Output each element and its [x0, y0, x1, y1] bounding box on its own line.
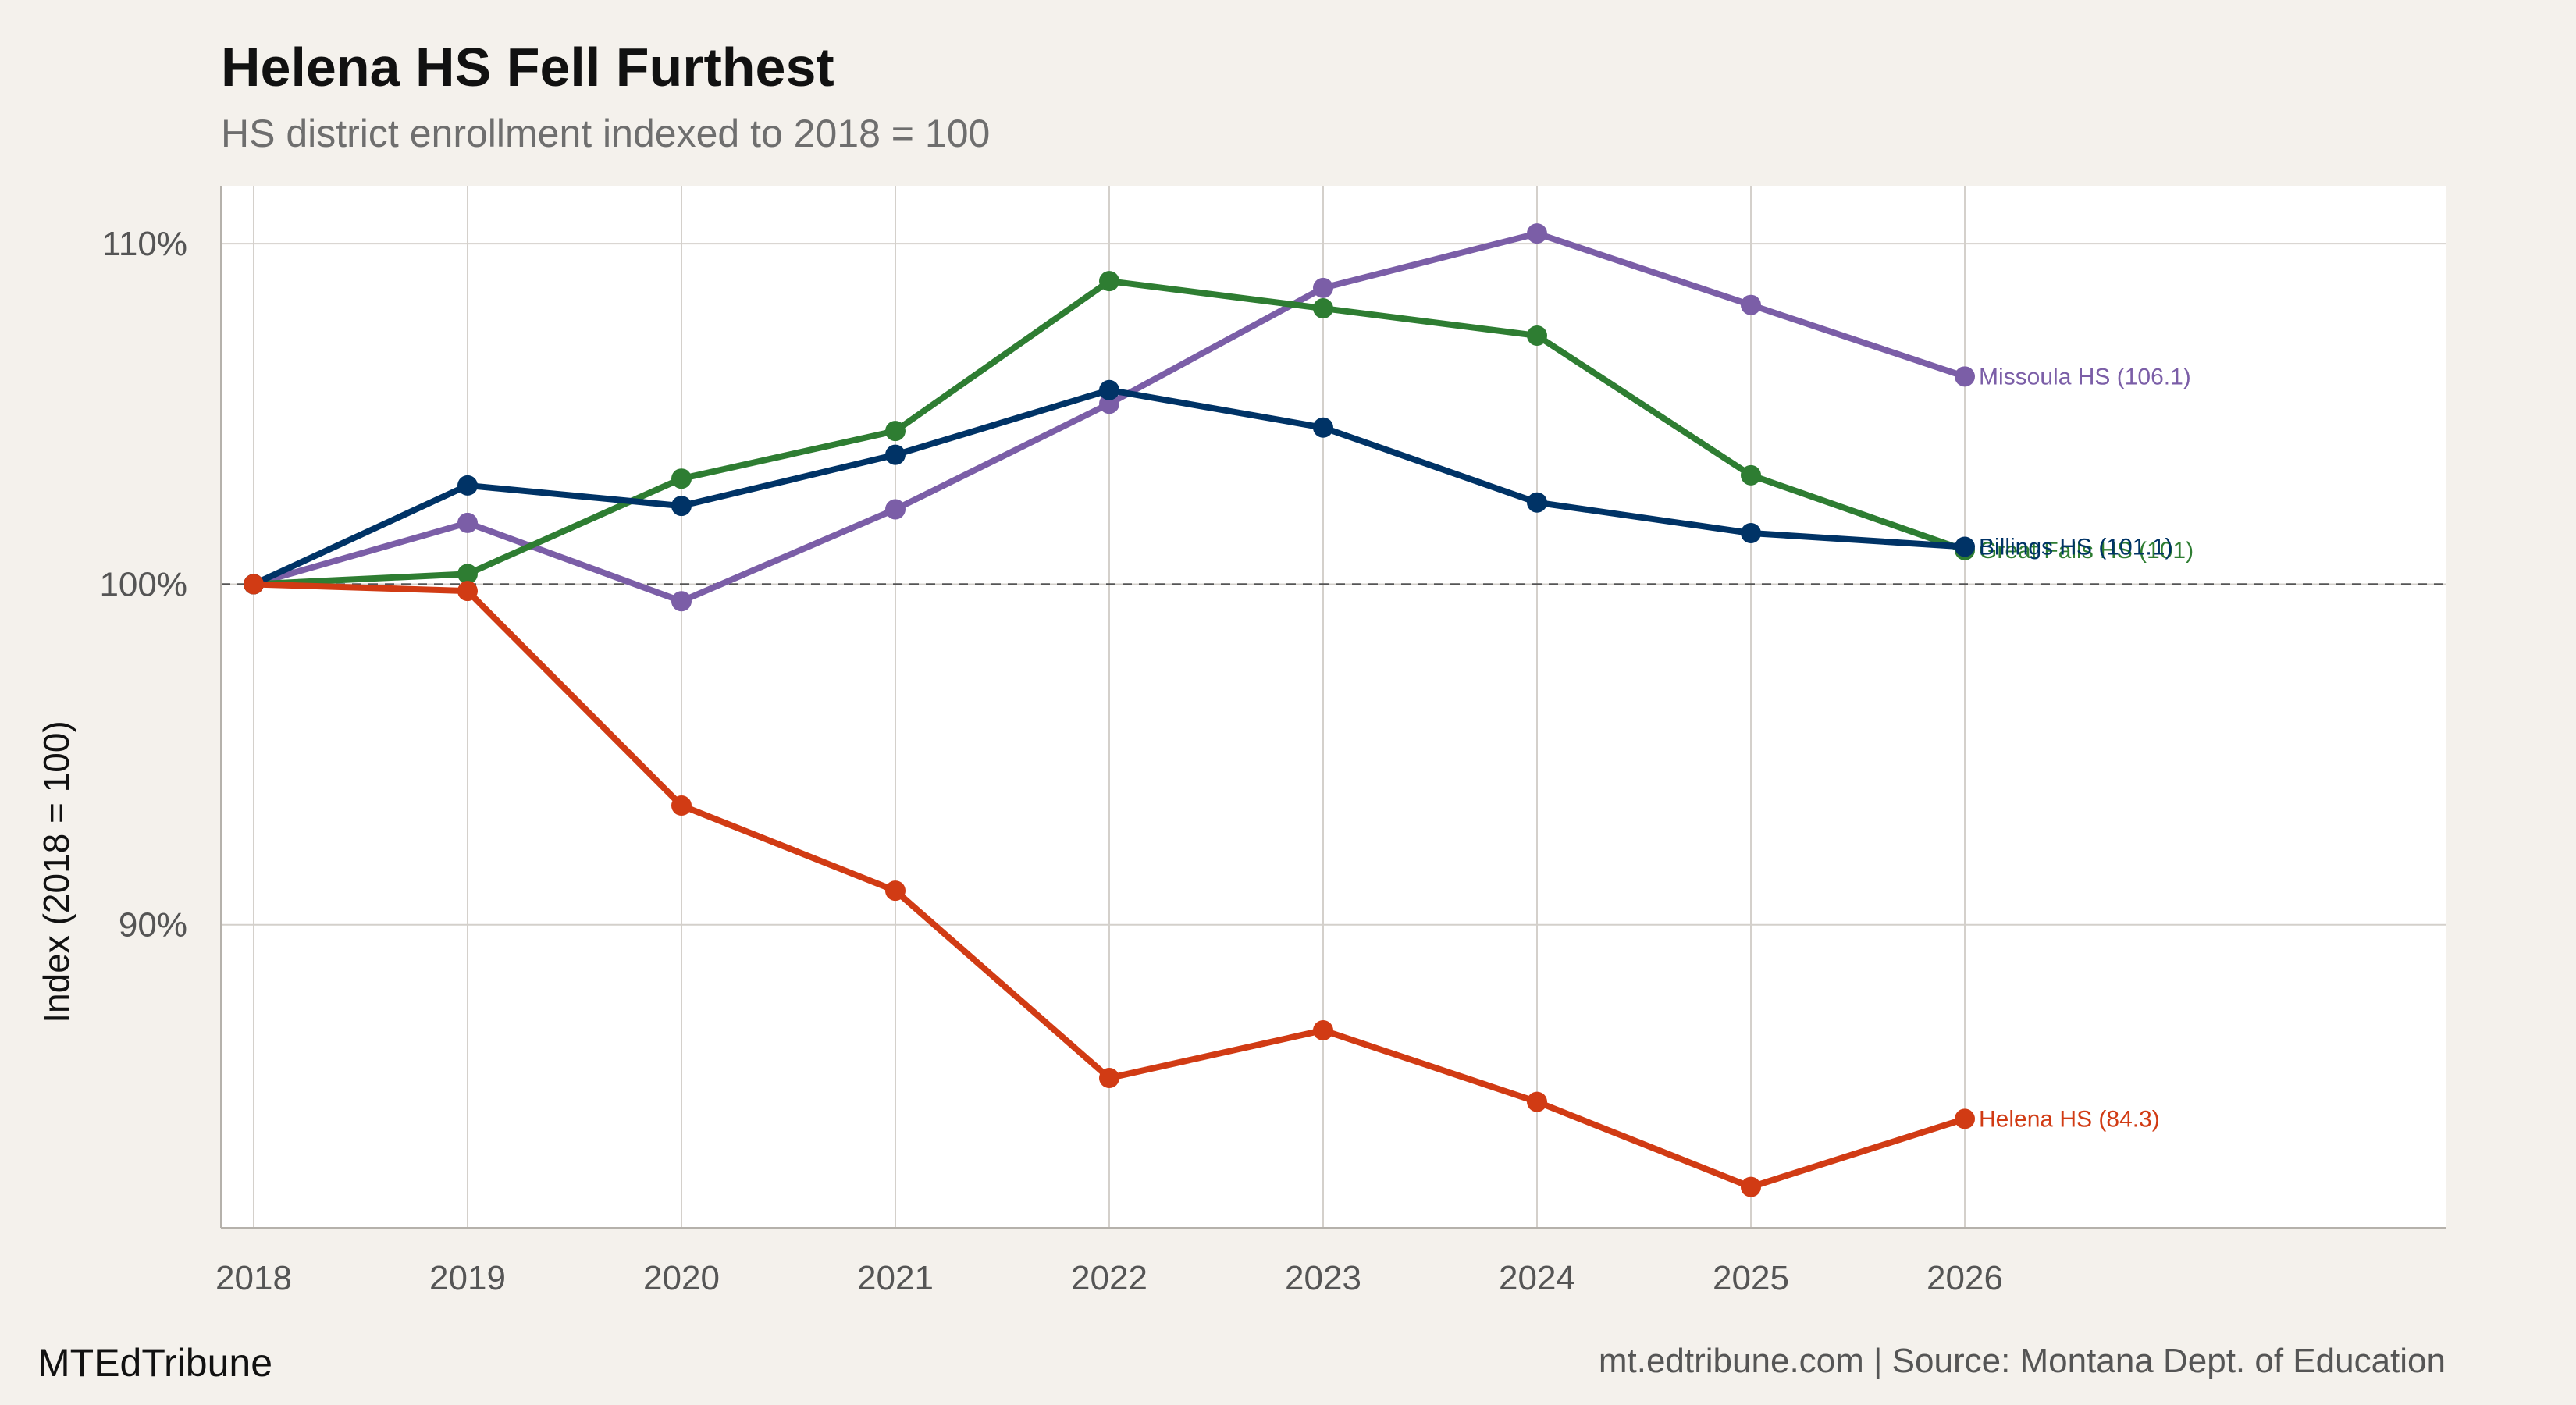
- x-tick-label: 2026: [1927, 1259, 2003, 1297]
- data-point-missoula-hs: [671, 591, 692, 612]
- data-point-billings-hs: [1741, 523, 1761, 543]
- axis-layer: 2018 2019 2020 2021 2022 2023 2024 2025 2026 90% 1…: [99, 186, 2446, 1297]
- label-layer: Missoula HS (106.1) Great Falls HS (101)B…: [1979, 364, 2194, 1132]
- brand-label: MTEdTribune: [37, 1341, 272, 1385]
- data-point-billings-hs: [1527, 492, 1547, 513]
- data-point-billings-hs: [671, 496, 692, 517]
- chart-subtitle: HS district enrollment indexed to 2018 =…: [221, 112, 990, 155]
- series-layer: [244, 223, 1975, 1197]
- x-tick-label: 2025: [1713, 1259, 1789, 1297]
- data-point-great-falls-hs: [1527, 325, 1547, 346]
- data-point-helena-hs: [1527, 1091, 1547, 1112]
- end-label-billings-hs: Billings HS (101.1): [1979, 534, 2172, 560]
- chart-title: Helena HS Fell Furthest: [221, 37, 834, 98]
- data-point-missoula-hs: [885, 499, 906, 520]
- x-tick-label: 2023: [1285, 1259, 1361, 1297]
- end-label-missoula-hs: Missoula HS (106.1): [1979, 364, 2191, 389]
- x-tick-label: 2024: [1499, 1259, 1575, 1297]
- x-tick-label: 2021: [857, 1259, 934, 1297]
- x-tick-label: 2018: [215, 1259, 292, 1297]
- x-tick-label: 2019: [429, 1259, 506, 1297]
- y-tick-label: 90%: [119, 906, 187, 944]
- data-point-billings-hs: [885, 444, 906, 465]
- x-tick-label: 2020: [643, 1259, 720, 1297]
- data-point-great-falls-hs: [457, 564, 478, 585]
- data-point-great-falls-hs: [1741, 464, 1761, 486]
- data-point-great-falls-hs: [671, 468, 692, 489]
- data-point-helena-hs: [244, 574, 264, 595]
- data-point-billings-hs: [457, 475, 478, 496]
- data-point-great-falls-hs: [1313, 298, 1333, 319]
- end-label-great-falls-hs: Great Falls HS (101): [1979, 538, 2194, 564]
- data-point-helena-hs: [1099, 1068, 1119, 1089]
- grid-layer: [221, 186, 2446, 1228]
- data-point-missoula-hs: [1741, 294, 1761, 315]
- end-label-helena-hs: Helena HS (84.3): [1979, 1106, 2160, 1132]
- data-point-missoula-hs: [1527, 223, 1547, 244]
- plot-panel: [221, 186, 2446, 1228]
- y-tick-label: 110%: [102, 225, 187, 263]
- data-point-missoula-hs: [457, 512, 478, 533]
- data-point-billings-hs: [1955, 536, 1975, 557]
- data-point-helena-hs: [457, 581, 478, 602]
- y-tick-label: 100%: [99, 565, 187, 603]
- data-point-great-falls-hs: [885, 421, 906, 442]
- data-point-helena-hs: [1313, 1019, 1333, 1040]
- data-point-billings-hs: [1099, 379, 1119, 400]
- series-missoula-hs: [244, 223, 1975, 612]
- data-point-helena-hs: [885, 880, 906, 902]
- data-point-missoula-hs: [1955, 366, 1975, 387]
- data-point-billings-hs: [1313, 417, 1333, 438]
- y-axis-title: Index (2018 = 100): [36, 720, 76, 1023]
- data-point-missoula-hs: [1313, 277, 1333, 298]
- data-point-great-falls-hs: [1099, 271, 1119, 292]
- source-note: mt.edtribune.com | Source: Montana Dept.…: [1599, 1342, 2446, 1380]
- x-tick-label: 2022: [1071, 1259, 1147, 1297]
- data-point-helena-hs: [1741, 1176, 1761, 1197]
- data-point-helena-hs: [671, 795, 692, 816]
- data-point-helena-hs: [1955, 1108, 1975, 1129]
- series-helena-hs: [244, 574, 1975, 1197]
